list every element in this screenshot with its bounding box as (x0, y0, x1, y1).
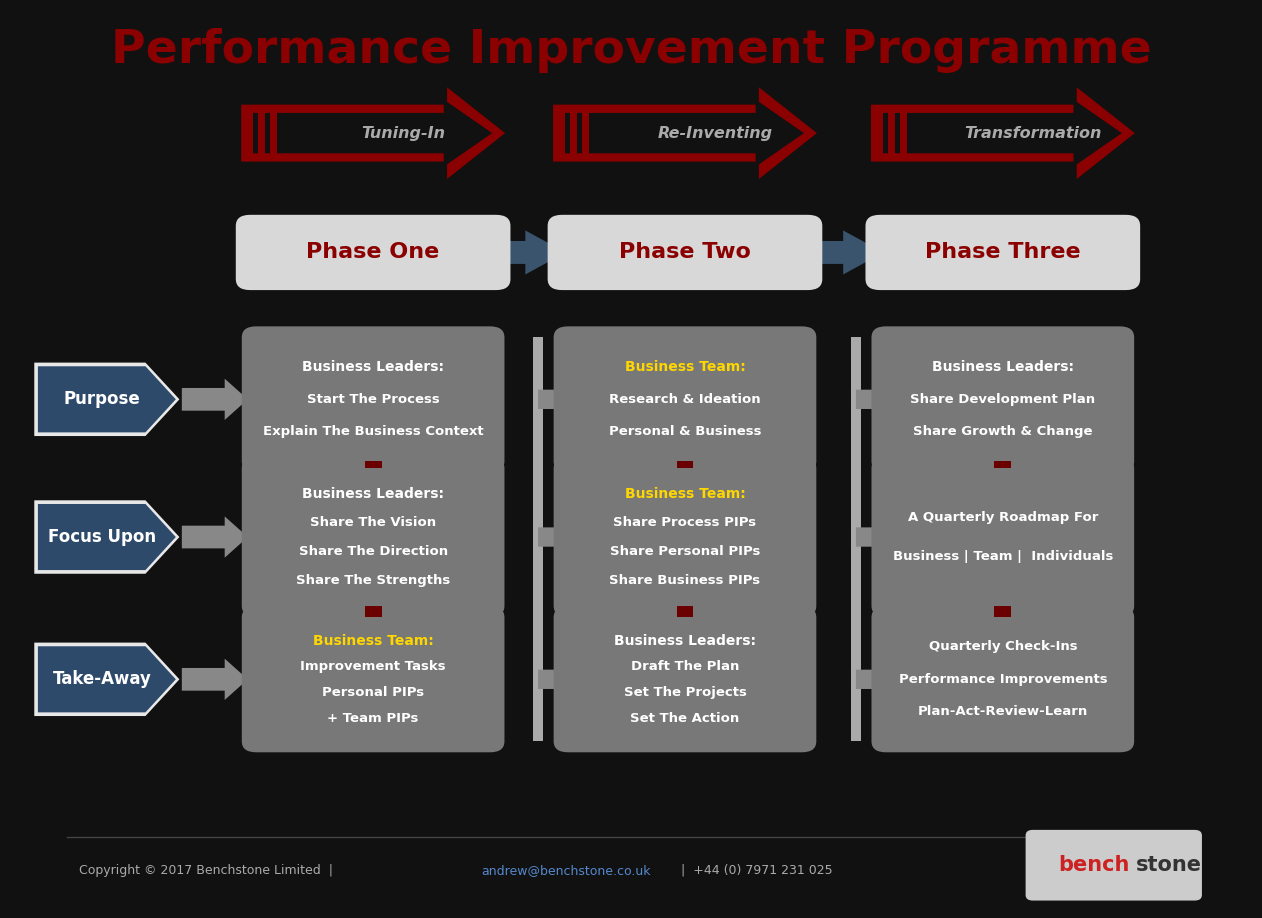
Polygon shape (241, 87, 505, 179)
Text: Re-Inventing: Re-Inventing (658, 126, 772, 140)
Text: Share Process PIPs: Share Process PIPs (613, 516, 756, 529)
FancyBboxPatch shape (570, 110, 577, 156)
Polygon shape (34, 643, 179, 716)
Text: stone: stone (1136, 855, 1201, 875)
FancyBboxPatch shape (242, 457, 505, 617)
Text: Improvement Tasks: Improvement Tasks (300, 660, 445, 673)
Polygon shape (182, 659, 247, 700)
Polygon shape (564, 99, 804, 167)
FancyBboxPatch shape (242, 606, 505, 753)
Text: Business Team:: Business Team: (625, 360, 746, 374)
Text: Phase One: Phase One (307, 242, 439, 263)
FancyBboxPatch shape (558, 110, 565, 156)
Text: |  +44 (0) 7971 231 025: | +44 (0) 7971 231 025 (673, 864, 833, 877)
Polygon shape (182, 379, 247, 420)
Text: andrew@benchstone.co.uk: andrew@benchstone.co.uk (481, 864, 651, 877)
FancyBboxPatch shape (236, 215, 510, 290)
FancyBboxPatch shape (554, 327, 817, 473)
Text: Share Development Plan: Share Development Plan (910, 393, 1095, 406)
Text: Performance Improvements: Performance Improvements (899, 673, 1107, 686)
Text: Business Team:: Business Team: (313, 633, 434, 647)
Polygon shape (500, 230, 565, 274)
Text: Phase Three: Phase Three (925, 242, 1080, 263)
Text: Performance Improvement Programme: Performance Improvement Programme (111, 28, 1151, 73)
FancyBboxPatch shape (365, 606, 381, 617)
FancyBboxPatch shape (876, 110, 883, 156)
Text: Business Leaders:: Business Leaders: (302, 360, 444, 374)
Text: Research & Ideation: Research & Ideation (610, 393, 761, 406)
Text: Business Leaders:: Business Leaders: (615, 633, 756, 647)
Polygon shape (252, 99, 492, 167)
FancyBboxPatch shape (994, 606, 1011, 617)
Polygon shape (553, 87, 817, 179)
Text: Business Team:: Business Team: (625, 487, 746, 501)
Polygon shape (538, 382, 569, 417)
Text: Share The Vision: Share The Vision (310, 516, 437, 529)
Text: Quarterly Check-Ins: Quarterly Check-Ins (929, 640, 1078, 654)
Polygon shape (811, 230, 883, 274)
Polygon shape (538, 662, 569, 697)
FancyBboxPatch shape (676, 606, 693, 617)
FancyBboxPatch shape (534, 338, 543, 742)
Text: Transformation: Transformation (964, 126, 1102, 140)
FancyBboxPatch shape (887, 110, 895, 156)
Text: Explain The Business Context: Explain The Business Context (262, 425, 483, 439)
Text: Focus Upon: Focus Upon (48, 528, 156, 546)
FancyBboxPatch shape (872, 457, 1135, 617)
Text: Purpose: Purpose (64, 390, 140, 409)
Text: Start The Process: Start The Process (307, 393, 439, 406)
Text: bench: bench (1058, 855, 1129, 875)
Polygon shape (856, 662, 887, 697)
Polygon shape (38, 366, 175, 432)
FancyBboxPatch shape (257, 110, 265, 156)
Text: Take-Away: Take-Away (53, 670, 151, 688)
Polygon shape (38, 646, 175, 712)
FancyBboxPatch shape (246, 110, 254, 156)
FancyBboxPatch shape (554, 606, 817, 753)
Text: Personal & Business: Personal & Business (608, 425, 761, 439)
Text: Plan-Act-Review-Learn: Plan-Act-Review-Learn (917, 705, 1088, 719)
Text: Share The Direction: Share The Direction (299, 545, 448, 558)
FancyBboxPatch shape (872, 327, 1135, 473)
Polygon shape (856, 382, 887, 417)
FancyBboxPatch shape (676, 462, 693, 468)
Polygon shape (871, 87, 1135, 179)
Polygon shape (538, 520, 569, 554)
FancyBboxPatch shape (866, 215, 1140, 290)
Text: Draft The Plan: Draft The Plan (631, 660, 740, 673)
Text: Set The Projects: Set The Projects (623, 686, 746, 699)
Text: Share Business PIPs: Share Business PIPs (610, 574, 761, 587)
Text: + Team PIPs: + Team PIPs (327, 711, 419, 724)
Text: Share Growth & Change: Share Growth & Change (914, 425, 1093, 439)
Polygon shape (182, 516, 247, 558)
FancyBboxPatch shape (548, 215, 823, 290)
Text: Business Leaders:: Business Leaders: (302, 487, 444, 501)
FancyBboxPatch shape (270, 110, 278, 156)
FancyBboxPatch shape (872, 606, 1135, 753)
Text: Share Personal PIPs: Share Personal PIPs (610, 545, 760, 558)
Text: Business | Team |  Individuals: Business | Team | Individuals (892, 550, 1113, 563)
FancyBboxPatch shape (851, 338, 861, 742)
Text: Business Leaders:: Business Leaders: (931, 360, 1074, 374)
FancyBboxPatch shape (365, 462, 381, 468)
Text: Personal PIPs: Personal PIPs (322, 686, 424, 699)
FancyBboxPatch shape (1026, 830, 1201, 901)
Text: Phase Two: Phase Two (620, 242, 751, 263)
Polygon shape (34, 363, 179, 436)
Text: A Quarterly Roadmap For: A Quarterly Roadmap For (907, 511, 1098, 524)
FancyBboxPatch shape (582, 110, 589, 156)
FancyBboxPatch shape (900, 110, 907, 156)
FancyBboxPatch shape (994, 462, 1011, 468)
FancyBboxPatch shape (554, 457, 817, 617)
Text: Share The Strengths: Share The Strengths (297, 574, 451, 587)
Text: Copyright © 2017 Benchstone Limited  |: Copyright © 2017 Benchstone Limited | (80, 864, 341, 877)
Polygon shape (38, 504, 175, 570)
Polygon shape (34, 500, 179, 574)
FancyBboxPatch shape (242, 327, 505, 473)
Text: Set The Action: Set The Action (630, 711, 740, 724)
Polygon shape (856, 520, 887, 554)
Polygon shape (882, 99, 1122, 167)
Text: Tuning-In: Tuning-In (361, 126, 445, 140)
